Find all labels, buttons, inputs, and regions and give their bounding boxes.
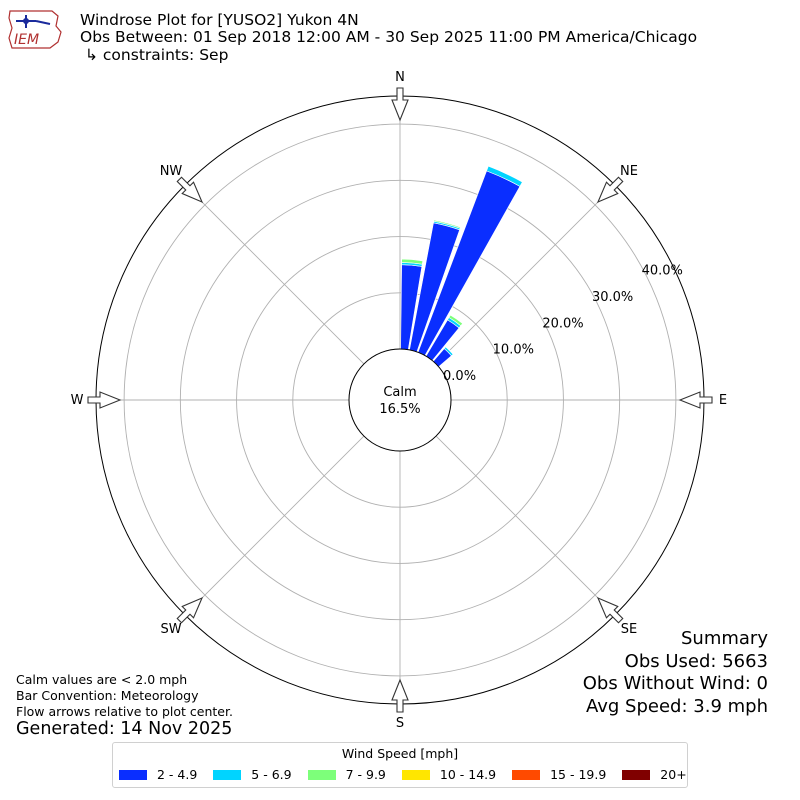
flow-arrow-shape bbox=[596, 176, 624, 204]
legend-item: 2 - 4.9 bbox=[119, 767, 197, 782]
radial-tick-label: 20.0% bbox=[542, 316, 583, 331]
direction-label-s: S bbox=[396, 716, 404, 731]
summary-title: Summary bbox=[681, 628, 768, 649]
direction-label-nw: NW bbox=[160, 164, 183, 179]
legend-label: 15 - 19.9 bbox=[550, 767, 607, 782]
legend-label: 7 - 9.9 bbox=[345, 767, 386, 782]
legend-item: 20+ bbox=[622, 767, 687, 782]
wind-bar-segment bbox=[401, 258, 424, 265]
calm-label: Calm bbox=[383, 385, 416, 400]
legend-label: 10 - 14.9 bbox=[439, 767, 497, 782]
labels-layer: Calm 16.5% 0.0% 10.0% 20.0% 30.0% 40.0% N NE E SE S… bbox=[71, 70, 728, 731]
calm-circle bbox=[348, 348, 452, 452]
wind-bar-segment bbox=[433, 219, 461, 229]
grid-spoke bbox=[435, 435, 616, 616]
legend: Wind Speed [mph] 2 - 4.9 5 - 6.9 7 - 9.9 10… bbox=[112, 742, 688, 788]
legend-item: 7 - 9.9 bbox=[307, 767, 386, 782]
summary-block: Summary Obs Used: 5663 Obs Without Wind:… bbox=[583, 628, 768, 718]
calm-value: 16.5% bbox=[379, 402, 420, 417]
constraints: ↳ constraints: Sep bbox=[85, 46, 229, 64]
bar-convention-note: Bar Convention: Meteorology bbox=[16, 688, 199, 703]
obs-used: Obs Used: 5663 bbox=[624, 650, 768, 672]
flow-arrow-shape bbox=[391, 678, 409, 713]
obs-between: Obs Between: 01 Sep 2018 12:00 AM - 30 S… bbox=[80, 28, 698, 46]
direction-label-sw: SW bbox=[160, 622, 181, 637]
wind-bar-segment bbox=[448, 314, 463, 327]
radial-tick-label: 0.0% bbox=[443, 369, 476, 384]
legend-swatch bbox=[401, 769, 430, 780]
legend-title: Wind Speed [mph] bbox=[341, 746, 459, 761]
wind-bar-segment bbox=[445, 345, 455, 355]
generated-date: Generated: 14 Nov 2025 bbox=[16, 719, 233, 739]
bars-layer bbox=[348, 165, 524, 452]
flow-arrows bbox=[87, 87, 713, 713]
flow-arrow-icon bbox=[176, 176, 204, 204]
flow-arrow-shape bbox=[87, 391, 122, 409]
direction-label-n: N bbox=[395, 70, 405, 85]
flow-arrows-note: Flow arrows relative to plot center. bbox=[16, 704, 233, 719]
flow-arrow-shape bbox=[391, 87, 409, 122]
legend-swatch bbox=[213, 769, 242, 780]
legend-item: 5 - 6.9 bbox=[213, 767, 292, 782]
direction-label-e: E bbox=[719, 393, 727, 408]
page-title: Windrose Plot for [YUSO2] Yukon 4N bbox=[80, 11, 359, 29]
avg-speed: Avg Speed: 3.9 mph bbox=[586, 695, 768, 717]
legend-item: 15 - 19.9 bbox=[512, 767, 606, 782]
legend-swatch bbox=[119, 769, 147, 780]
flow-arrow-icon bbox=[176, 596, 204, 624]
flow-arrow-shape bbox=[176, 596, 204, 624]
grid-spoke bbox=[435, 184, 616, 365]
legend-label: 20+ bbox=[660, 767, 687, 782]
grid-spoke bbox=[184, 184, 365, 365]
radial-tick-label: 40.0% bbox=[642, 263, 683, 278]
direction-label-se: SE bbox=[621, 622, 637, 637]
flow-arrow-icon bbox=[391, 87, 409, 122]
obs-without-wind: Obs Without Wind: 0 bbox=[582, 673, 768, 694]
legend-label: 5 - 6.9 bbox=[251, 767, 292, 782]
radial-tick-label: 30.0% bbox=[592, 290, 633, 305]
svg-text:IEM: IEM bbox=[14, 32, 39, 48]
legend-swatch bbox=[512, 769, 541, 780]
notes-block: Calm values are < 2.0 mph Bar Convention… bbox=[16, 672, 233, 720]
iem-logo-graphic: IEM bbox=[8, 10, 62, 49]
calm-note: Calm values are < 2.0 mph bbox=[16, 672, 188, 687]
legend-swatch bbox=[622, 769, 651, 780]
flow-arrow-icon bbox=[596, 596, 624, 624]
direction-label-w: W bbox=[71, 393, 84, 408]
radial-tick-label: 10.0% bbox=[493, 343, 534, 358]
legend-swatch bbox=[307, 769, 336, 780]
flow-arrow-icon bbox=[596, 176, 624, 204]
flow-arrow-icon bbox=[391, 678, 409, 713]
legend-items: 2 - 4.9 5 - 6.9 7 - 9.9 10 - 14.9 15 - 19.9 2… bbox=[119, 767, 687, 782]
grid-spoke bbox=[184, 435, 365, 616]
flow-arrow-shape bbox=[596, 596, 624, 624]
legend-label: 2 - 4.9 bbox=[157, 767, 198, 782]
direction-label-ne: NE bbox=[620, 164, 638, 179]
flow-arrow-icon bbox=[87, 391, 122, 409]
flow-arrow-shape bbox=[176, 176, 204, 204]
flow-arrow-icon bbox=[678, 391, 713, 409]
iem-logo: IEM bbox=[6, 8, 66, 50]
wind-bar-segment bbox=[487, 165, 524, 183]
legend-item: 10 - 14.9 bbox=[401, 767, 497, 782]
flow-arrow-shape bbox=[678, 391, 713, 409]
